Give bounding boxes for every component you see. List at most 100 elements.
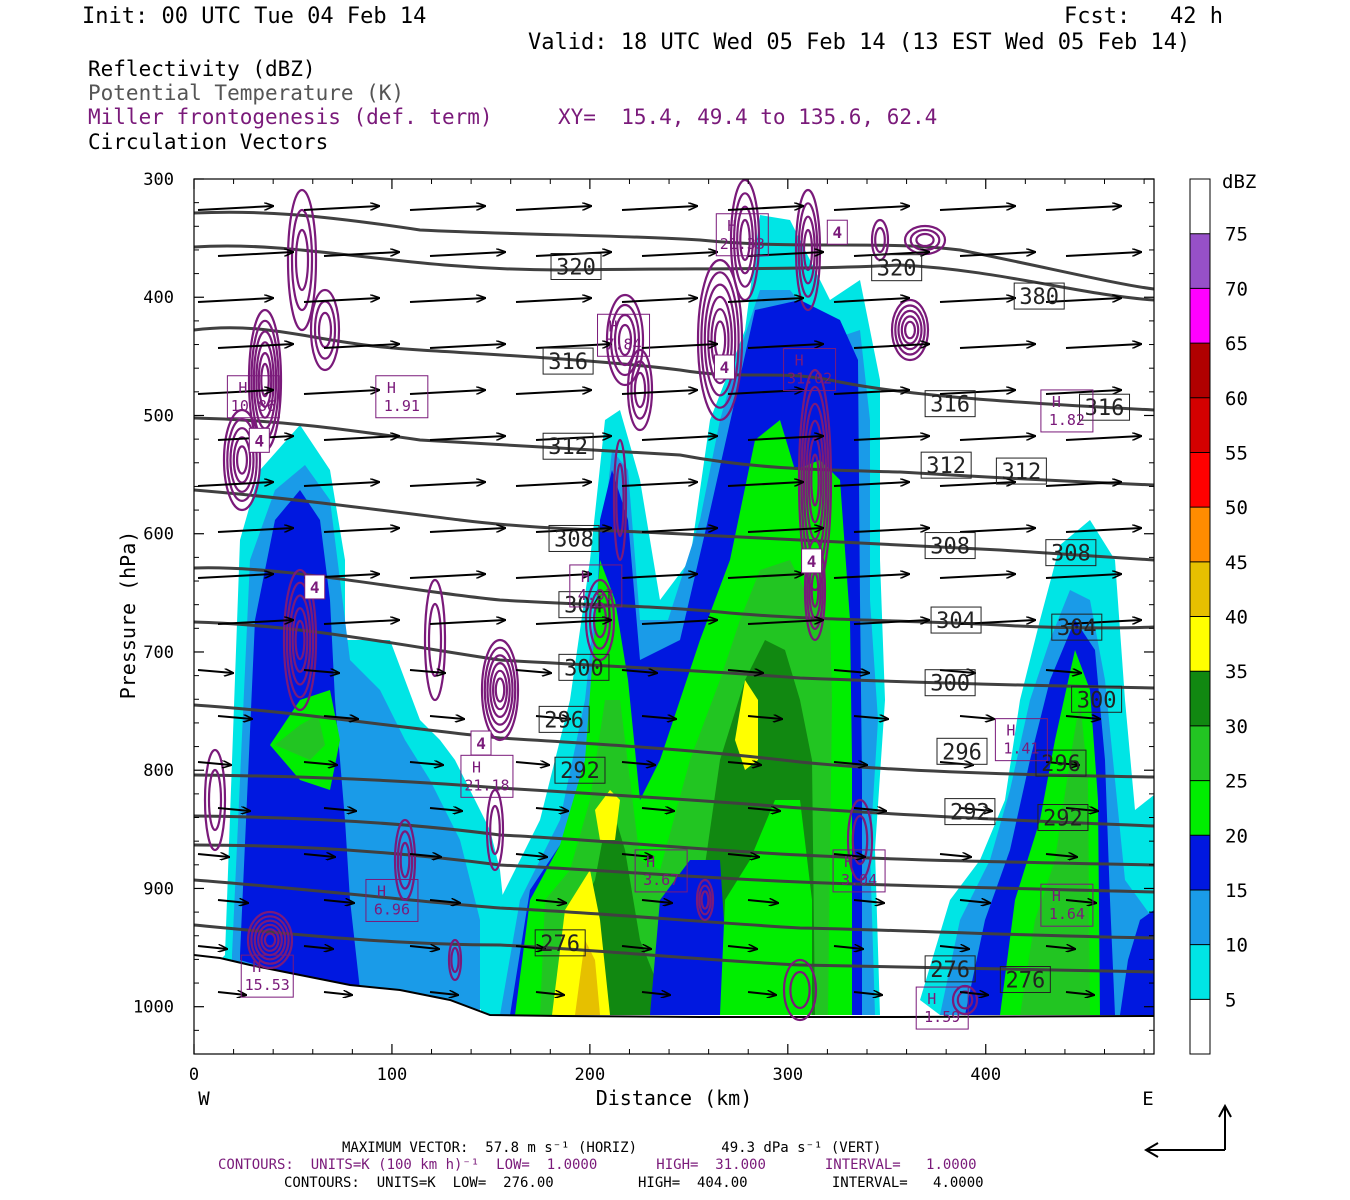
circulation-vector — [323, 716, 358, 719]
circulation-vector — [1045, 946, 1075, 949]
theta-label-text: 312 — [926, 454, 966, 479]
frontogenesis-max-letter: H — [844, 853, 853, 871]
circulation-vector — [409, 482, 485, 487]
circulation-vector — [853, 992, 882, 995]
colorbar-bin — [1190, 343, 1210, 398]
colorbar-bin — [1190, 507, 1210, 562]
frontogenesis-max-value: 1.41 — [1003, 740, 1039, 758]
frontogenesis-contour — [915, 232, 935, 248]
cross-section-xy: XY= 15.4, 49.4 to 135.6, 62.4 — [558, 105, 938, 129]
frontogenesis-contour — [584, 578, 616, 662]
legend-reflectivity: Reflectivity (dBZ) — [88, 57, 316, 81]
circulation-vector — [323, 344, 399, 349]
x-tick-label: 300 — [772, 1065, 803, 1085]
circulation-vector — [197, 574, 273, 579]
colorbar-bin — [1190, 671, 1210, 726]
circulation-vector — [303, 298, 379, 303]
theta-label: 304 — [1051, 613, 1103, 641]
forecast-hour: Fcst: 42 h — [1064, 4, 1223, 29]
circulation-vector — [535, 716, 570, 719]
frontogenesis-label-text: 4 — [254, 431, 264, 450]
theta-label: 320 — [550, 253, 602, 281]
circulation-vector — [515, 574, 591, 579]
circulation-vector — [621, 854, 653, 857]
circulation-vector — [197, 670, 233, 673]
footer-miller-contours: CONTOURS: UNITS=K (100 km h)⁻¹ LOW= 1.00… — [218, 1157, 977, 1173]
circulation-vector — [323, 528, 399, 533]
colorbar-label: 35 — [1225, 661, 1248, 683]
frontogenesis-max-letter: H — [1052, 887, 1061, 905]
frontogenesis-contour — [290, 208, 314, 312]
circulation-vector — [1065, 808, 1098, 811]
reference-vector-icon — [1144, 1103, 1232, 1158]
frontogenesis-contour — [207, 768, 223, 832]
theta-label-box — [924, 669, 976, 697]
theta-label-box — [1013, 282, 1065, 310]
circulation-vector — [747, 620, 823, 625]
footer-theta-contours: CONTOURS: UNITS=K LOW= 276.00 HIGH= 404.… — [284, 1175, 984, 1191]
frontogenesis-contour — [483, 646, 517, 734]
theta-label: 292 — [554, 756, 606, 784]
frontogenesis-contour — [698, 884, 712, 916]
frontogenesis-max-value: 21.18 — [464, 776, 509, 794]
y-tick-label: 500 — [143, 406, 174, 426]
circulation-vector — [939, 946, 969, 949]
theta-contour-line — [194, 878, 1154, 940]
frontogenesis-contour — [703, 283, 737, 397]
echo-yellow-mid — [595, 790, 620, 840]
circulation-vector — [621, 298, 697, 303]
frontogenesis-contour — [494, 677, 506, 703]
colorbar-label: 50 — [1225, 497, 1248, 519]
frontogenesis-contour — [612, 438, 628, 562]
theta-label: 312 — [542, 432, 594, 460]
terrain-mask — [194, 955, 1154, 1054]
circulation-vector — [409, 946, 439, 949]
theta-label-text: 320 — [556, 256, 596, 281]
circulation-vector — [939, 298, 1015, 303]
circulation-vector — [621, 482, 697, 487]
theta-label: 312 — [995, 457, 1047, 485]
frontogenesis-contour — [257, 352, 273, 409]
frontogenesis-contour — [615, 462, 625, 538]
y-tick-label: 1000 — [133, 998, 174, 1018]
circulation-vector — [641, 252, 717, 257]
circulation-vector — [959, 808, 992, 811]
frontogenesis-contour — [700, 271, 740, 409]
frontogenesis-contour — [427, 602, 443, 678]
valid-time: Valid: 18 UTC Wed 05 Feb 14 (13 EST Wed … — [528, 30, 1191, 55]
frontogenesis-contour — [903, 320, 916, 340]
circulation-vector — [323, 620, 399, 625]
circulation-vector — [1065, 252, 1141, 257]
circulation-vector — [515, 390, 591, 395]
circulation-vector — [197, 854, 229, 857]
theta-label: 292 — [944, 798, 996, 826]
theta-label: 276 — [999, 966, 1051, 994]
theta-label-box — [542, 432, 594, 460]
circulation-vector — [747, 528, 823, 533]
theta-label: 292 — [1037, 804, 1089, 832]
theta-label: 308 — [548, 524, 600, 552]
frontogenesis-max: H1.64 — [1040, 883, 1094, 927]
circulation-vector — [959, 900, 990, 903]
theta-label-text: 320 — [877, 257, 917, 282]
frontogenesis-max: H4.93 — [569, 564, 623, 608]
circulation-vector — [959, 620, 1035, 625]
frontogenesis-contour — [617, 323, 633, 357]
circulation-vector — [303, 482, 379, 487]
theta-contour-line — [194, 773, 1154, 828]
circulation-vector — [429, 344, 505, 349]
theta-label-box — [924, 955, 976, 983]
y-tick-label: 300 — [143, 170, 174, 190]
circulation-vector — [727, 206, 803, 211]
frontogenesis-contour — [260, 362, 270, 398]
frontogenesis-contour — [246, 910, 294, 970]
theta-label: 296 — [538, 705, 590, 733]
theta-label-text: 300 — [1077, 688, 1117, 713]
frontogenesis-max: H15.53 — [240, 954, 294, 998]
theta-label: 316 — [1079, 393, 1131, 421]
frontogenesis-contour — [626, 348, 654, 432]
circulation-vector — [197, 206, 273, 211]
circulation-vector — [409, 206, 485, 211]
circulation-vector — [1045, 854, 1077, 857]
theta-label-box — [1045, 539, 1097, 567]
